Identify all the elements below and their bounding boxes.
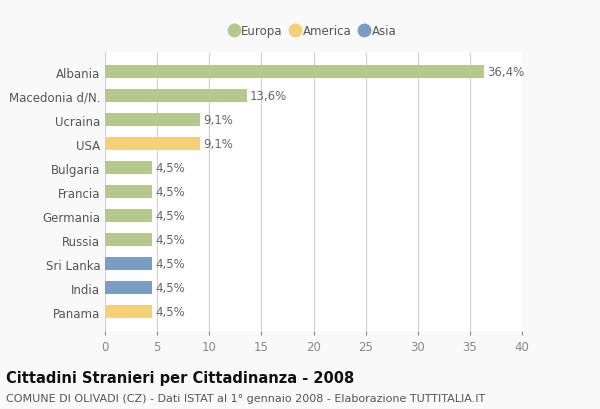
Bar bbox=[105, 90, 247, 103]
Bar bbox=[105, 209, 152, 223]
Text: 13,6%: 13,6% bbox=[250, 90, 287, 103]
Bar bbox=[105, 114, 200, 127]
Bar bbox=[105, 66, 484, 79]
Bar bbox=[105, 258, 152, 271]
Text: COMUNE DI OLIVADI (CZ) - Dati ISTAT al 1° gennaio 2008 - Elaborazione TUTTITALIA: COMUNE DI OLIVADI (CZ) - Dati ISTAT al 1… bbox=[6, 393, 485, 402]
Text: 4,5%: 4,5% bbox=[155, 258, 185, 271]
Bar bbox=[105, 162, 152, 175]
Text: Cittadini Stranieri per Cittadinanza - 2008: Cittadini Stranieri per Cittadinanza - 2… bbox=[6, 370, 354, 385]
Text: 4,5%: 4,5% bbox=[155, 306, 185, 319]
Text: 4,5%: 4,5% bbox=[155, 210, 185, 222]
Text: 4,5%: 4,5% bbox=[155, 186, 185, 199]
Text: 4,5%: 4,5% bbox=[155, 234, 185, 247]
Bar bbox=[105, 234, 152, 247]
Legend: Europa, America, Asia: Europa, America, Asia bbox=[226, 20, 401, 43]
Text: 36,4%: 36,4% bbox=[488, 66, 525, 79]
Text: 9,1%: 9,1% bbox=[203, 138, 233, 151]
Text: 4,5%: 4,5% bbox=[155, 162, 185, 175]
Bar bbox=[105, 138, 200, 151]
Text: 4,5%: 4,5% bbox=[155, 282, 185, 294]
Bar bbox=[105, 306, 152, 319]
Bar bbox=[105, 186, 152, 199]
Text: 9,1%: 9,1% bbox=[203, 114, 233, 127]
Bar bbox=[105, 281, 152, 294]
